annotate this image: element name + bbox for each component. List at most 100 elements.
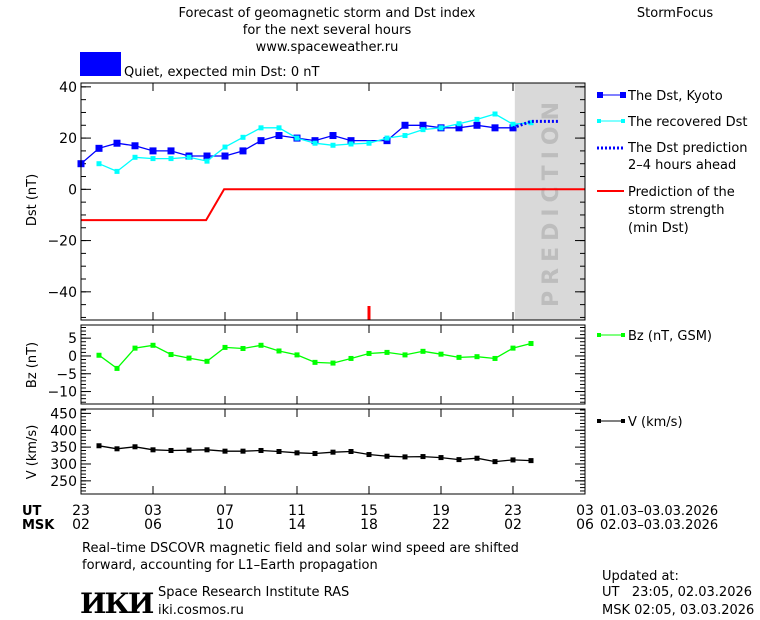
data-point bbox=[312, 451, 318, 457]
msk-tick-label: 22 bbox=[432, 517, 450, 533]
title-url[interactable]: www.spaceweather.ru bbox=[256, 40, 399, 55]
updated-label: Updated at: bbox=[602, 569, 679, 584]
title-line-2: for the next several hours bbox=[243, 23, 412, 38]
data-point bbox=[203, 152, 211, 160]
brand-name: StormFocus bbox=[637, 6, 713, 21]
data-point bbox=[258, 447, 264, 453]
data-point bbox=[455, 124, 463, 132]
data-point bbox=[420, 348, 426, 354]
data-point bbox=[95, 144, 103, 152]
data-point bbox=[258, 125, 264, 131]
data-point bbox=[402, 454, 408, 460]
data-point bbox=[168, 447, 174, 453]
data-point bbox=[492, 355, 498, 361]
updated-msk: MSK 02:05, 03.03.2026 bbox=[602, 603, 754, 618]
data-point bbox=[348, 141, 354, 147]
dst-axis-label: Dst (nT) bbox=[25, 174, 40, 226]
data-point bbox=[347, 137, 355, 145]
v-axis-label: V (km/s) bbox=[25, 425, 40, 480]
data-point bbox=[438, 125, 444, 131]
data-point bbox=[114, 168, 120, 174]
data-point bbox=[312, 140, 318, 146]
y-tick-label: −40 bbox=[47, 285, 77, 301]
data-point bbox=[366, 452, 372, 458]
ut-tick-label: 19 bbox=[432, 503, 450, 519]
msk-tick-label: 06 bbox=[576, 517, 594, 533]
msk-tick-label: 18 bbox=[360, 517, 378, 533]
legend-v: V (km/s) bbox=[628, 415, 683, 430]
data-point bbox=[456, 457, 462, 463]
footer-note-1: Real–time DSCOVR magnetic field and sola… bbox=[82, 541, 519, 556]
data-point bbox=[204, 447, 210, 453]
legend: The Dst, Kyoto The recovered Dst The Dst… bbox=[597, 89, 748, 430]
legend-prediction-2: 2–4 hours ahead bbox=[628, 158, 736, 173]
data-point bbox=[510, 121, 516, 127]
footer-note-2: forward, accounting for L1–Earth propaga… bbox=[82, 558, 378, 573]
data-point bbox=[509, 124, 517, 132]
msk-tick-label: 02 bbox=[504, 517, 522, 533]
status-color-box bbox=[80, 52, 121, 76]
data-point bbox=[132, 444, 138, 450]
data-point bbox=[131, 142, 139, 150]
data-point bbox=[150, 156, 156, 162]
data-point bbox=[240, 134, 246, 140]
series-line-3 bbox=[81, 188, 585, 222]
data-point bbox=[491, 124, 499, 132]
data-point bbox=[204, 158, 210, 164]
status-text: Quiet, expected min Dst: 0 nT bbox=[124, 65, 319, 80]
data-point bbox=[510, 457, 516, 463]
data-point bbox=[186, 447, 192, 453]
ut-tick-label: 15 bbox=[360, 503, 378, 519]
data-point bbox=[186, 154, 192, 160]
data-point bbox=[348, 449, 354, 454]
data-point bbox=[96, 443, 102, 449]
data-point bbox=[132, 154, 138, 160]
y-tick-label: −20 bbox=[47, 234, 77, 250]
data-point bbox=[348, 355, 354, 361]
data-point bbox=[222, 344, 228, 350]
data-point bbox=[528, 341, 534, 347]
data-point bbox=[330, 142, 336, 148]
iki-logo: ИКИ bbox=[80, 587, 154, 620]
data-point bbox=[366, 350, 372, 356]
data-point bbox=[113, 139, 121, 147]
panel-frame bbox=[80, 324, 586, 405]
legend-dst-kyoto: The Dst, Kyoto bbox=[627, 89, 723, 104]
ut-tick-label: 23 bbox=[504, 503, 522, 519]
institute-name: Space Research Institute RAS bbox=[158, 585, 349, 600]
data-point bbox=[186, 355, 192, 361]
legend-v-marker bbox=[597, 419, 601, 423]
legend-bz: Bz (nT, GSM) bbox=[628, 329, 712, 344]
data-point bbox=[473, 121, 481, 129]
data-point bbox=[96, 161, 102, 167]
data-point bbox=[275, 132, 283, 140]
data-point bbox=[384, 453, 390, 459]
data-point bbox=[276, 348, 282, 354]
data-point bbox=[276, 449, 282, 454]
data-point bbox=[383, 137, 391, 145]
legend-recovered: The recovered Dst bbox=[627, 115, 747, 130]
data-point bbox=[240, 345, 246, 351]
data-point bbox=[492, 459, 498, 465]
y-tick-label: 450 bbox=[50, 406, 77, 422]
data-point bbox=[528, 120, 534, 126]
msk-tick-label: 14 bbox=[288, 517, 306, 533]
msk-date-range: 02.03–03.03.2026 bbox=[600, 518, 718, 533]
data-point bbox=[438, 351, 444, 357]
data-point bbox=[221, 152, 229, 160]
data-point bbox=[329, 132, 337, 140]
legend-recovered-marker bbox=[597, 119, 601, 123]
data-point bbox=[384, 349, 390, 355]
data-point bbox=[330, 449, 336, 455]
data-point bbox=[149, 147, 157, 155]
data-point bbox=[239, 147, 247, 155]
data-point bbox=[168, 156, 174, 162]
institute-site[interactable]: iki.cosmos.ru bbox=[158, 603, 244, 618]
ut-tick-label: 23 bbox=[72, 503, 90, 519]
current-time-marker bbox=[367, 306, 371, 320]
data-point bbox=[402, 133, 408, 139]
data-point bbox=[294, 135, 300, 141]
data-point bbox=[420, 454, 426, 460]
legend-prediction-1: The Dst prediction bbox=[627, 141, 748, 156]
title-line-1: Forecast of geomagnetic storm and Dst in… bbox=[178, 6, 475, 21]
